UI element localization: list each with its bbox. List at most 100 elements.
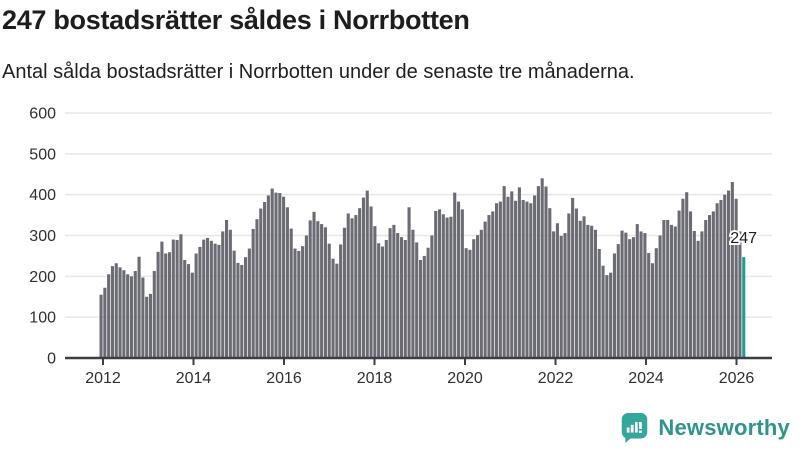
bar: [232, 250, 236, 358]
bar: [727, 190, 731, 358]
bar: [426, 247, 430, 358]
bar: [612, 253, 616, 358]
bar: [327, 243, 331, 358]
y-tick-label: 300: [29, 228, 56, 245]
bar: [730, 182, 734, 358]
bar: [498, 201, 502, 358]
bar: [323, 227, 327, 358]
bar: [582, 216, 586, 358]
last-value-label: 247: [730, 230, 757, 247]
bar: [263, 202, 267, 358]
bar: [213, 243, 217, 358]
bar: [628, 239, 632, 358]
bar: [605, 275, 609, 358]
x-tick-label: 2024: [628, 370, 664, 387]
bar: [255, 219, 259, 358]
bar: [669, 224, 674, 358]
logo-mini-bar-chart-icon: [627, 422, 643, 434]
x-tick-label: 2022: [538, 370, 574, 387]
bar: [506, 196, 510, 358]
bar: [521, 199, 525, 358]
bar: [472, 239, 476, 358]
bar: [236, 262, 240, 358]
bar: [312, 211, 316, 358]
bar: [574, 208, 578, 358]
bar: [662, 219, 666, 358]
bar: [567, 213, 571, 358]
bar: [377, 243, 381, 358]
bar: [358, 208, 362, 358]
bar: [548, 208, 552, 358]
bar: [152, 271, 156, 358]
bar: [491, 211, 495, 358]
bar: [346, 213, 350, 358]
bar: [464, 248, 468, 358]
bar: [590, 225, 594, 358]
bar: [552, 231, 556, 358]
bar: [274, 192, 278, 359]
bar: [331, 258, 335, 358]
bar: [456, 201, 461, 358]
bar: [460, 209, 464, 358]
bar: [643, 233, 647, 358]
x-tick-label: 2026: [719, 370, 755, 387]
chart-subtitle: Antal sålda bostadsrätter i Norrbotten u…: [2, 61, 635, 84]
bar: [453, 192, 457, 359]
bar: [631, 237, 636, 358]
bar: [137, 256, 141, 358]
bar: [666, 219, 670, 358]
bar: [441, 214, 445, 358]
bar: [282, 196, 286, 358]
bar: [707, 215, 712, 358]
bar: [620, 230, 624, 358]
bar: [339, 244, 343, 358]
chart-header: 247 bostadsrätter såldes i Norrbotten An…: [2, 4, 798, 85]
y-tick-label: 500: [29, 146, 56, 163]
bar: [175, 239, 179, 358]
bar: [533, 195, 537, 358]
bar: [297, 251, 301, 358]
bar: [320, 224, 324, 358]
y-tick-label: 400: [29, 187, 56, 204]
y-tick-label: 0: [47, 351, 56, 368]
bar: [179, 234, 183, 358]
bar: [103, 287, 107, 358]
bar: [388, 228, 392, 358]
bar: [251, 228, 255, 358]
bar: [293, 248, 297, 358]
y-tick-label: 100: [29, 310, 56, 327]
bar: [483, 221, 487, 358]
newsworthy-logo[interactable]: Newsworthy: [619, 411, 790, 445]
bar: [289, 228, 293, 358]
bar: [476, 235, 480, 358]
bar: [647, 253, 651, 358]
bar: [190, 272, 194, 358]
bar: [316, 221, 320, 358]
bar: [510, 191, 514, 358]
bar: [517, 187, 521, 358]
bar: [571, 197, 575, 358]
bar: [285, 207, 289, 358]
bar: [555, 223, 559, 358]
bar: [167, 252, 172, 358]
bar: [635, 224, 639, 358]
bar: [361, 197, 366, 358]
bar: [677, 210, 681, 358]
bar: [145, 296, 149, 358]
x-tick-label: 2014: [176, 370, 212, 387]
logo-bubble: [622, 412, 648, 439]
bar: [407, 207, 411, 358]
bar: [244, 257, 248, 358]
bar: [304, 235, 308, 358]
bar: [217, 244, 221, 358]
bar: [711, 211, 715, 358]
bar: [624, 232, 628, 358]
brand-text: Newsworthy: [658, 415, 790, 440]
bar: [540, 178, 544, 358]
bar: [270, 188, 274, 358]
bar: [609, 272, 613, 358]
bar: [586, 224, 590, 358]
bar: [122, 270, 126, 358]
bar: [118, 267, 122, 358]
bar: [445, 217, 449, 358]
